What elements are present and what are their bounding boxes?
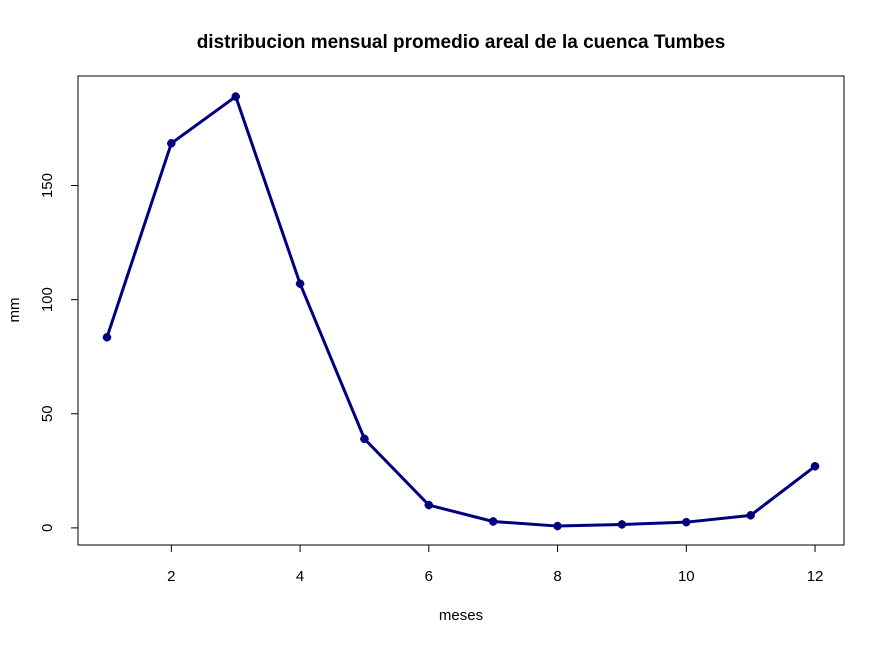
data-point	[746, 511, 755, 520]
y-axis: 0 50 100 150	[39, 173, 79, 532]
data-point	[424, 500, 434, 510]
data-point	[810, 462, 820, 471]
data-point	[682, 517, 691, 527]
x-tick-label: 10	[678, 568, 695, 585]
data-point	[102, 333, 112, 342]
data-point	[488, 517, 498, 526]
series-layer	[102, 92, 820, 531]
data-point	[617, 520, 627, 529]
data-point	[295, 279, 305, 288]
plot-frame	[77, 75, 845, 546]
series-line	[105, 95, 817, 528]
y-tick-label: 50	[39, 405, 56, 422]
x-tick-label: 4	[296, 568, 304, 585]
y-tick-label: 0	[39, 524, 56, 532]
x-tick-label: 12	[807, 568, 824, 585]
y-tick-label: 150	[39, 173, 56, 198]
x-tick-label: 8	[553, 568, 561, 585]
data-point	[231, 92, 240, 101]
data-point	[553, 521, 562, 531]
x-tick-label: 2	[167, 568, 175, 585]
data-point	[167, 139, 176, 148]
x-axis: 2 4 6 8 10 12	[167, 544, 824, 585]
y-tick-label: 100	[39, 287, 56, 312]
chart-title: distribucion mensual promedio areal de l…	[197, 32, 726, 53]
data-point	[360, 434, 369, 444]
y-axis-label: mm	[6, 298, 23, 323]
x-tick-label: 6	[425, 568, 433, 585]
x-axis-label: meses	[439, 607, 483, 624]
